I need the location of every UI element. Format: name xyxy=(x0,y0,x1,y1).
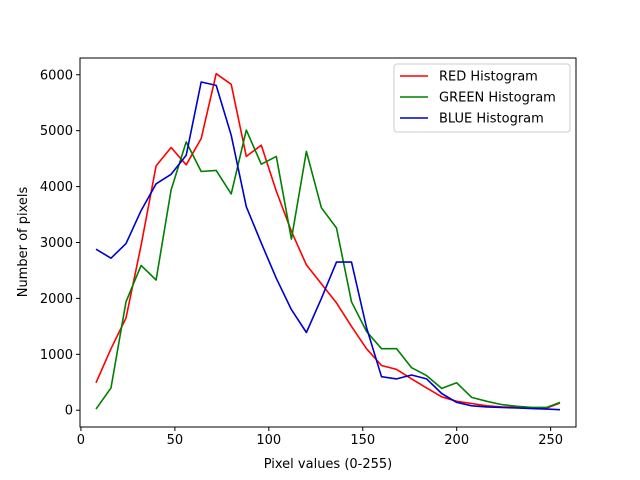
y-tick-label: 0 xyxy=(65,404,73,419)
y-tick-label: 2000 xyxy=(40,292,73,307)
x-axis-label: Pixel values (0-255) xyxy=(264,457,393,472)
series-line-green xyxy=(95,129,561,410)
legend-label-red: RED Histogram xyxy=(439,70,538,85)
y-tick-label: 3000 xyxy=(40,236,73,251)
x-tick-label: 100 xyxy=(256,433,281,448)
x-tick-label: 200 xyxy=(444,433,469,448)
legend-box xyxy=(393,63,571,133)
x-axis: 0 50 100 150 200 250 xyxy=(77,427,563,448)
legend-label-green: GREEN Histogram xyxy=(439,91,556,106)
y-axis: 0 1000 2000 3000 4000 5000 6000 xyxy=(40,68,80,419)
legend: RED Histogram GREEN Histogram BLUE Histogr… xyxy=(393,63,571,133)
y-tick-label: 5000 xyxy=(40,124,73,139)
y-tick-label: 6000 xyxy=(40,68,73,83)
x-tick-label: 250 xyxy=(538,433,563,448)
x-tick-label: 150 xyxy=(350,433,375,448)
series-layer xyxy=(95,72,561,411)
y-tick-label: 4000 xyxy=(40,180,73,195)
series-line-red xyxy=(95,72,561,409)
y-tick-label: 1000 xyxy=(40,348,73,363)
y-axis-label: Number of pixels xyxy=(16,186,31,297)
x-tick-label: 50 xyxy=(167,433,184,448)
series-line-blue xyxy=(95,81,561,411)
legend-label-blue: BLUE Histogram xyxy=(439,112,544,127)
x-tick-label: 0 xyxy=(77,433,85,448)
